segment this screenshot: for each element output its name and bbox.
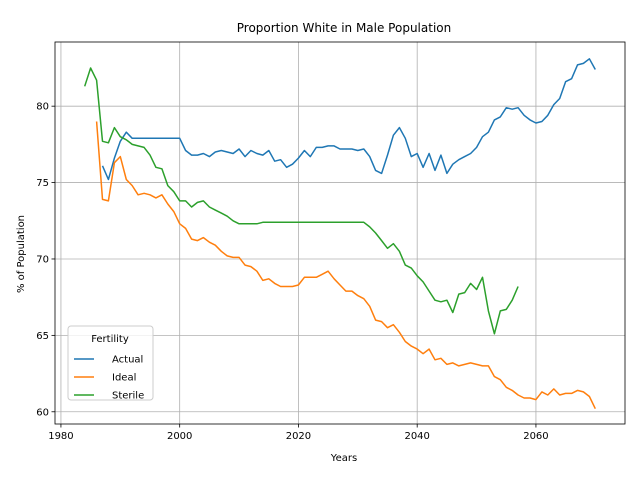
x-tick-label: 1980 <box>48 431 73 442</box>
x-axis-label: Years <box>330 453 357 464</box>
axes-frame <box>54 41 626 425</box>
x-tick-label: 2000 <box>167 431 192 442</box>
x-tick-label: 2060 <box>523 431 548 442</box>
y-tick-label: 70 <box>36 254 49 265</box>
legend-frame <box>67 325 154 401</box>
plot-area: 1980 2000 2020 2040 2060 60 65 70 75 80 <box>36 41 626 442</box>
legend-entry-ideal: Ideal <box>112 373 136 384</box>
series-line-sterile <box>83 67 519 335</box>
chart-title: Proportion White in Male Population <box>237 21 451 35</box>
series-line-ideal <box>95 121 596 410</box>
x-tick-label: 2040 <box>404 431 429 442</box>
series-line-actual <box>101 58 596 181</box>
y-tick-label: 60 <box>36 407 49 418</box>
legend-title: Fertility <box>91 334 129 345</box>
x-tick-label: 2020 <box>286 431 311 442</box>
legend-entry-sterile: Sterile <box>112 391 144 402</box>
legend-entry-actual: Actual <box>112 355 143 366</box>
y-tick-label: 75 <box>36 178 49 189</box>
y-axis-label: % of Population <box>16 215 27 293</box>
legend: Fertility Actual Ideal Sterile <box>67 325 154 402</box>
y-tick-label: 65 <box>36 331 49 342</box>
y-tick-label: 80 <box>36 102 49 113</box>
